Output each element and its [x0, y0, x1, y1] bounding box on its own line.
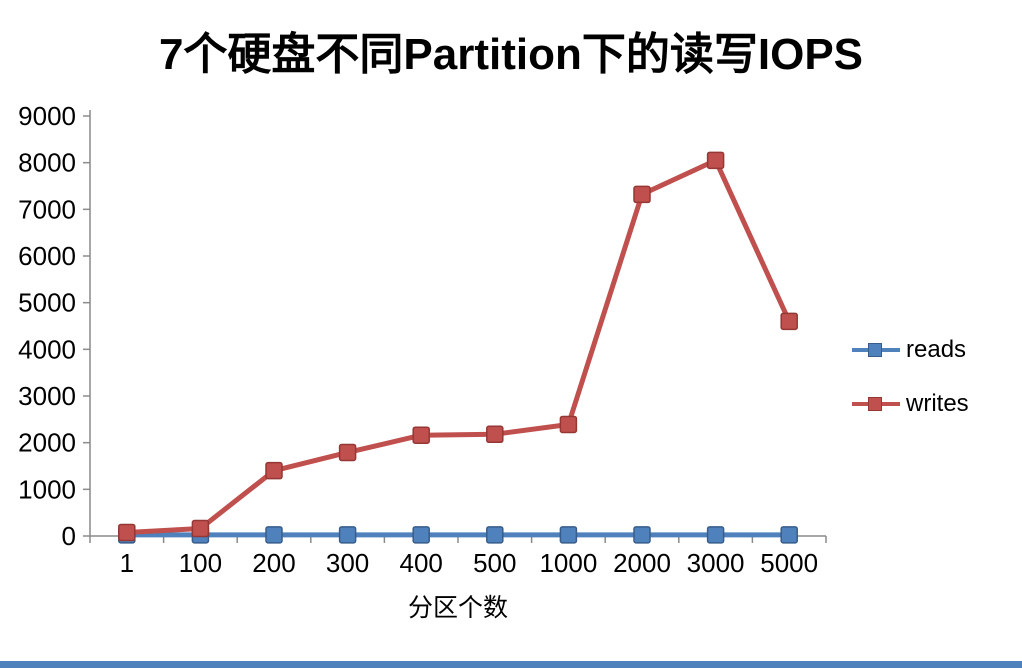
legend: reads writes [852, 336, 969, 418]
legend-marker-reads-icon [852, 342, 900, 358]
svg-text:3000: 3000 [18, 381, 76, 411]
svg-text:4000: 4000 [18, 334, 76, 364]
legend-label-writes: writes [906, 390, 969, 417]
svg-text:1: 1 [120, 548, 134, 578]
legend-label-reads: reads [906, 336, 967, 363]
svg-text:6000: 6000 [18, 241, 76, 271]
svg-text:1000: 1000 [18, 474, 76, 504]
legend-item-writes: writes [852, 390, 969, 418]
svg-text:300: 300 [326, 548, 369, 578]
svg-text:100: 100 [179, 548, 222, 578]
x-axis-label: 分区个数 [407, 594, 508, 622]
svg-text:7000: 7000 [18, 194, 76, 224]
svg-text:400: 400 [400, 548, 443, 578]
svg-text:5000: 5000 [760, 548, 818, 578]
svg-text:2000: 2000 [613, 548, 671, 578]
bottom-accent-bar [0, 661, 1022, 668]
svg-text:3000: 3000 [687, 548, 745, 578]
svg-text:0: 0 [62, 521, 76, 551]
svg-text:200: 200 [252, 548, 295, 578]
legend-item-reads: reads [852, 336, 969, 364]
svg-text:500: 500 [473, 548, 516, 578]
svg-text:2000: 2000 [18, 428, 76, 458]
svg-text:1000: 1000 [539, 548, 597, 578]
chart-title: 7个硬盘不同Partition下的读写IOPS [158, 30, 864, 79]
legend-marker-writes-icon [852, 396, 900, 412]
svg-text:9000: 9000 [18, 101, 76, 131]
svg-text:8000: 8000 [18, 148, 76, 178]
svg-text:5000: 5000 [18, 288, 76, 318]
